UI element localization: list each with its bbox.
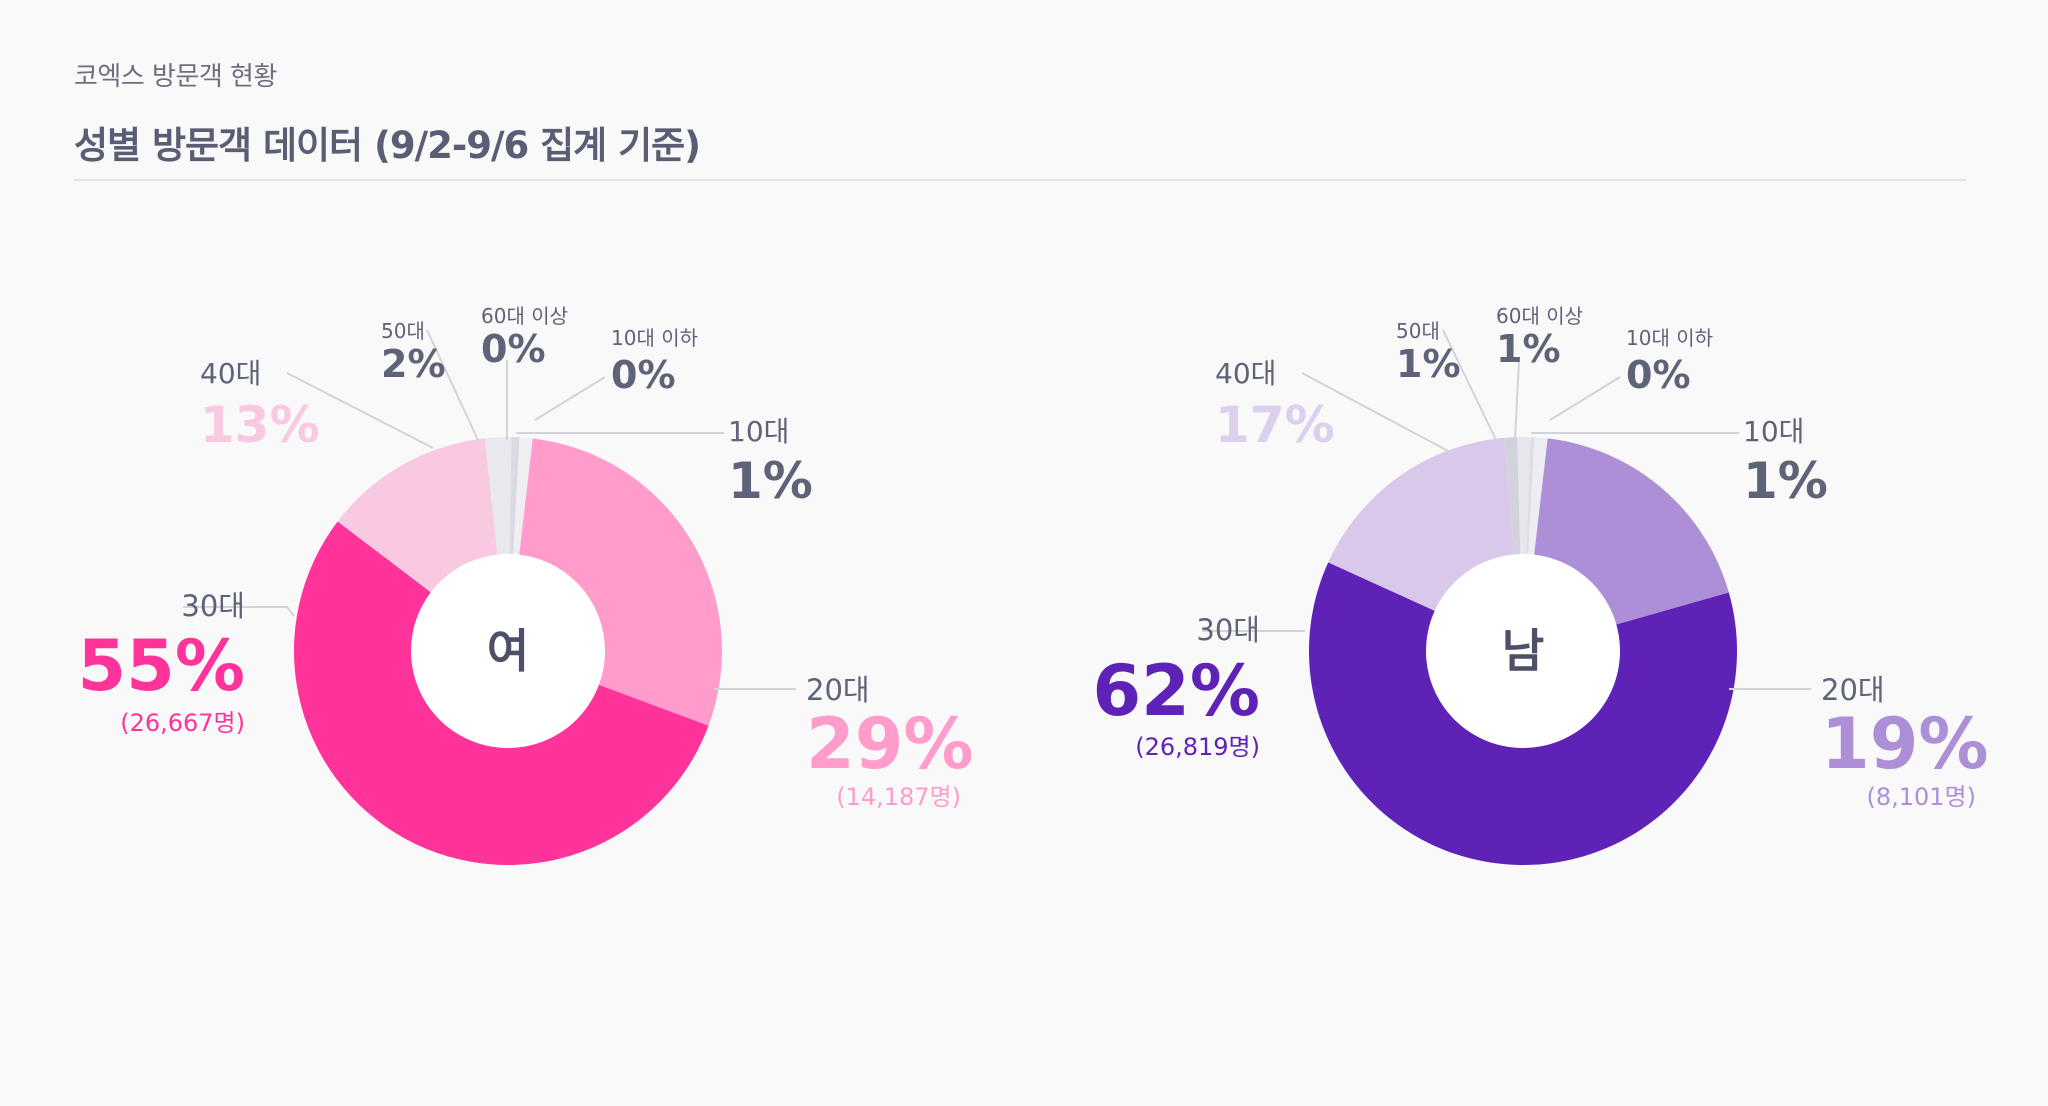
header-divider: [74, 179, 1966, 181]
female-center-label: 여: [487, 624, 529, 678]
male-label-category: 60대 이상: [1496, 304, 1583, 328]
male-label-category: 10대 이하: [1626, 326, 1713, 350]
female-leader-line-6: [426, 329, 479, 441]
female-label-percent: 0%: [611, 353, 676, 397]
male-label-percent: 1%: [1743, 452, 1828, 510]
female-leader-line-1: [534, 376, 606, 421]
male-label-category: 40대: [1215, 357, 1276, 390]
female-leader-line-5: [286, 372, 434, 449]
female-donut-hole: [411, 554, 605, 748]
male-leader-line-5: [1301, 372, 1451, 453]
male-donut-hole: [1426, 554, 1620, 748]
female-label-percent: 2%: [381, 342, 446, 386]
female-label-count: (26,667명): [120, 709, 245, 737]
male-label-percent: 62%: [1092, 650, 1260, 732]
male-label-percent: 17%: [1215, 396, 1335, 454]
page-subtitle: 코엑스 방문객 현황: [74, 62, 277, 92]
male-leader-line-1: [1549, 376, 1621, 421]
female-leader-line-4: [183, 606, 295, 617]
female-label-category: 30대: [181, 589, 245, 623]
male-label-count: (26,819명): [1135, 733, 1260, 761]
male-label-category: 50대: [1396, 319, 1440, 343]
female-label-percent: 29%: [806, 703, 974, 785]
page-title: 성별 방문객 데이터 (9/2-9/6 집계 기준): [74, 124, 701, 167]
female-label-count: (14,187명): [836, 783, 961, 811]
female-label-percent: 55%: [77, 625, 245, 707]
female-label-percent: 1%: [728, 452, 813, 510]
female-label-category: 10대: [728, 415, 789, 448]
male-label-percent: 1%: [1396, 342, 1461, 386]
female-label-category: 60대 이상: [481, 304, 568, 328]
male-label-percent: 0%: [1626, 353, 1691, 397]
female-label-percent: 0%: [481, 327, 546, 371]
header: 코엑스 방문객 현황 성별 방문객 데이터 (9/2-9/6 집계 기준): [74, 56, 701, 169]
male-label-count: (8,101명): [1866, 783, 1976, 811]
male-label-category: 10대: [1743, 415, 1804, 448]
female-label-category: 40대: [200, 357, 261, 390]
female-label-percent: 13%: [200, 396, 320, 454]
male-label-percent: 1%: [1496, 327, 1561, 371]
female-label-category: 20대: [806, 673, 870, 707]
male-label-category: 20대: [1821, 673, 1885, 707]
female-label-category: 10대 이하: [611, 326, 698, 350]
male-slice-7: [1517, 436, 1531, 651]
male-label-percent: 19%: [1821, 703, 1989, 785]
female-label-category: 50대: [381, 319, 425, 343]
male-center-label: 남: [1502, 624, 1544, 678]
male-leader-line-6: [1442, 329, 1498, 443]
male-leader-line-7: [1514, 359, 1520, 441]
male-label-category: 30대: [1196, 613, 1260, 647]
